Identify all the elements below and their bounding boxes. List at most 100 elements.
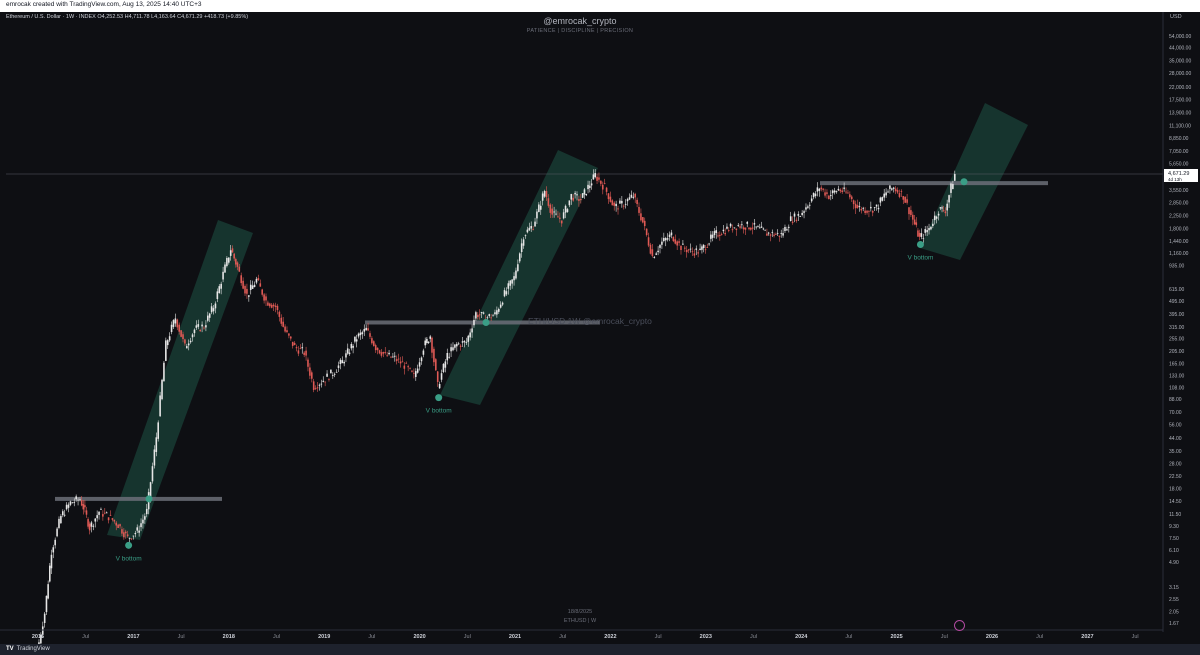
candle-body [845,191,847,193]
chart-subtitle: PATIENCE | DISCIPLINE | PRECISION [526,28,634,34]
candle-body [117,524,119,529]
candle-body [105,512,108,514]
candle-body [731,229,734,231]
candle-body [62,511,64,516]
price-tick-label: 315.00 [1169,325,1185,331]
tradingview-logo-icon[interactable]: TV TradingView [6,646,50,652]
candle-body [144,516,146,520]
candle-body [896,190,899,193]
candle-body [780,233,783,235]
price-tick-label: 3.15 [1169,585,1179,591]
time-tick-label: Jul [750,634,757,640]
candle-body [649,244,652,254]
candle-body [414,371,417,377]
candle-body [403,365,406,369]
candle-body [918,232,921,237]
candle-body [722,229,725,232]
candle-body [330,369,332,374]
candle-body [715,230,718,233]
footer-bar: TV TradingView [0,644,1200,655]
candle-body [532,229,534,231]
candle-body [935,216,938,219]
candle-body [706,247,709,248]
candle-body [891,188,893,190]
breakout-dot [482,318,490,326]
candle-body [82,504,85,510]
time-tick-label: Jul [941,634,948,640]
candle-body [894,188,897,192]
candle-body [168,336,171,341]
candle-body [643,220,646,227]
candle-body [624,203,627,205]
candle-body [102,514,104,517]
candle-body [581,193,584,198]
candle-body [733,227,736,229]
candle-body [457,343,460,345]
timeline-event-icon[interactable] [954,620,965,631]
candle-body [187,343,190,346]
candle-body [265,296,267,301]
candle-body [776,232,779,234]
candle-body [609,196,612,202]
candle-body [803,211,805,213]
candle-body [883,193,885,198]
candle-body [503,290,506,297]
candle-body [824,192,826,196]
price-tick-label: 4.90 [1169,560,1179,566]
price-tick-label: 9.30 [1169,524,1179,530]
resistance-level [820,181,1048,186]
candle-body [380,352,383,356]
candle-body [653,256,656,258]
candle-body [395,359,398,362]
candle-body [52,547,55,553]
candle-body [699,248,701,250]
candle-body [742,227,745,230]
candle-body [737,225,740,226]
candle-body [613,202,616,206]
candle-body [751,227,754,229]
candle-body [530,225,533,229]
candle-body [274,305,277,307]
candle-body [126,534,129,537]
candle-body [50,554,53,569]
candle-body [272,304,275,307]
price-badge-countdown: 4d 13h [1168,177,1182,182]
candle-body [816,187,819,192]
price-tick-label: 1.67 [1169,621,1179,627]
price-tick-label: 28.00 [1169,462,1182,468]
candle-body [71,502,74,504]
candle-body [932,223,934,227]
candle-body [952,184,954,190]
candle-body [331,375,334,376]
currency-label: USD [1170,14,1182,20]
candle-body [134,532,137,535]
candle-body [259,283,262,287]
candle-body [520,243,523,252]
candle-body [371,338,373,344]
candle-body [843,187,845,189]
time-tick-label: Jul [368,634,375,640]
candle-body [420,357,423,362]
candle-body [103,512,106,514]
symbol-info-line: Ethereum / U.S. Dollar · 1W · INDEX O4,2… [6,14,249,20]
time-tick-label: 2021 [509,634,521,640]
candle-body [386,355,388,357]
price-tick-label: 2.55 [1169,597,1179,603]
candle-body [913,219,916,225]
candle-body [409,367,411,369]
candle-body [374,345,377,351]
candle-body [170,324,173,332]
candle-body [898,193,901,197]
candle-body [589,185,591,188]
candle-body [600,180,602,184]
candle-body [354,336,356,342]
candle-body [769,234,772,236]
candle-body [56,528,58,537]
candle-body [210,306,213,313]
candle-body [339,359,342,365]
candle-body [807,206,809,208]
candle-body [877,207,880,210]
candle-body [887,191,889,193]
candle-body [278,311,281,317]
